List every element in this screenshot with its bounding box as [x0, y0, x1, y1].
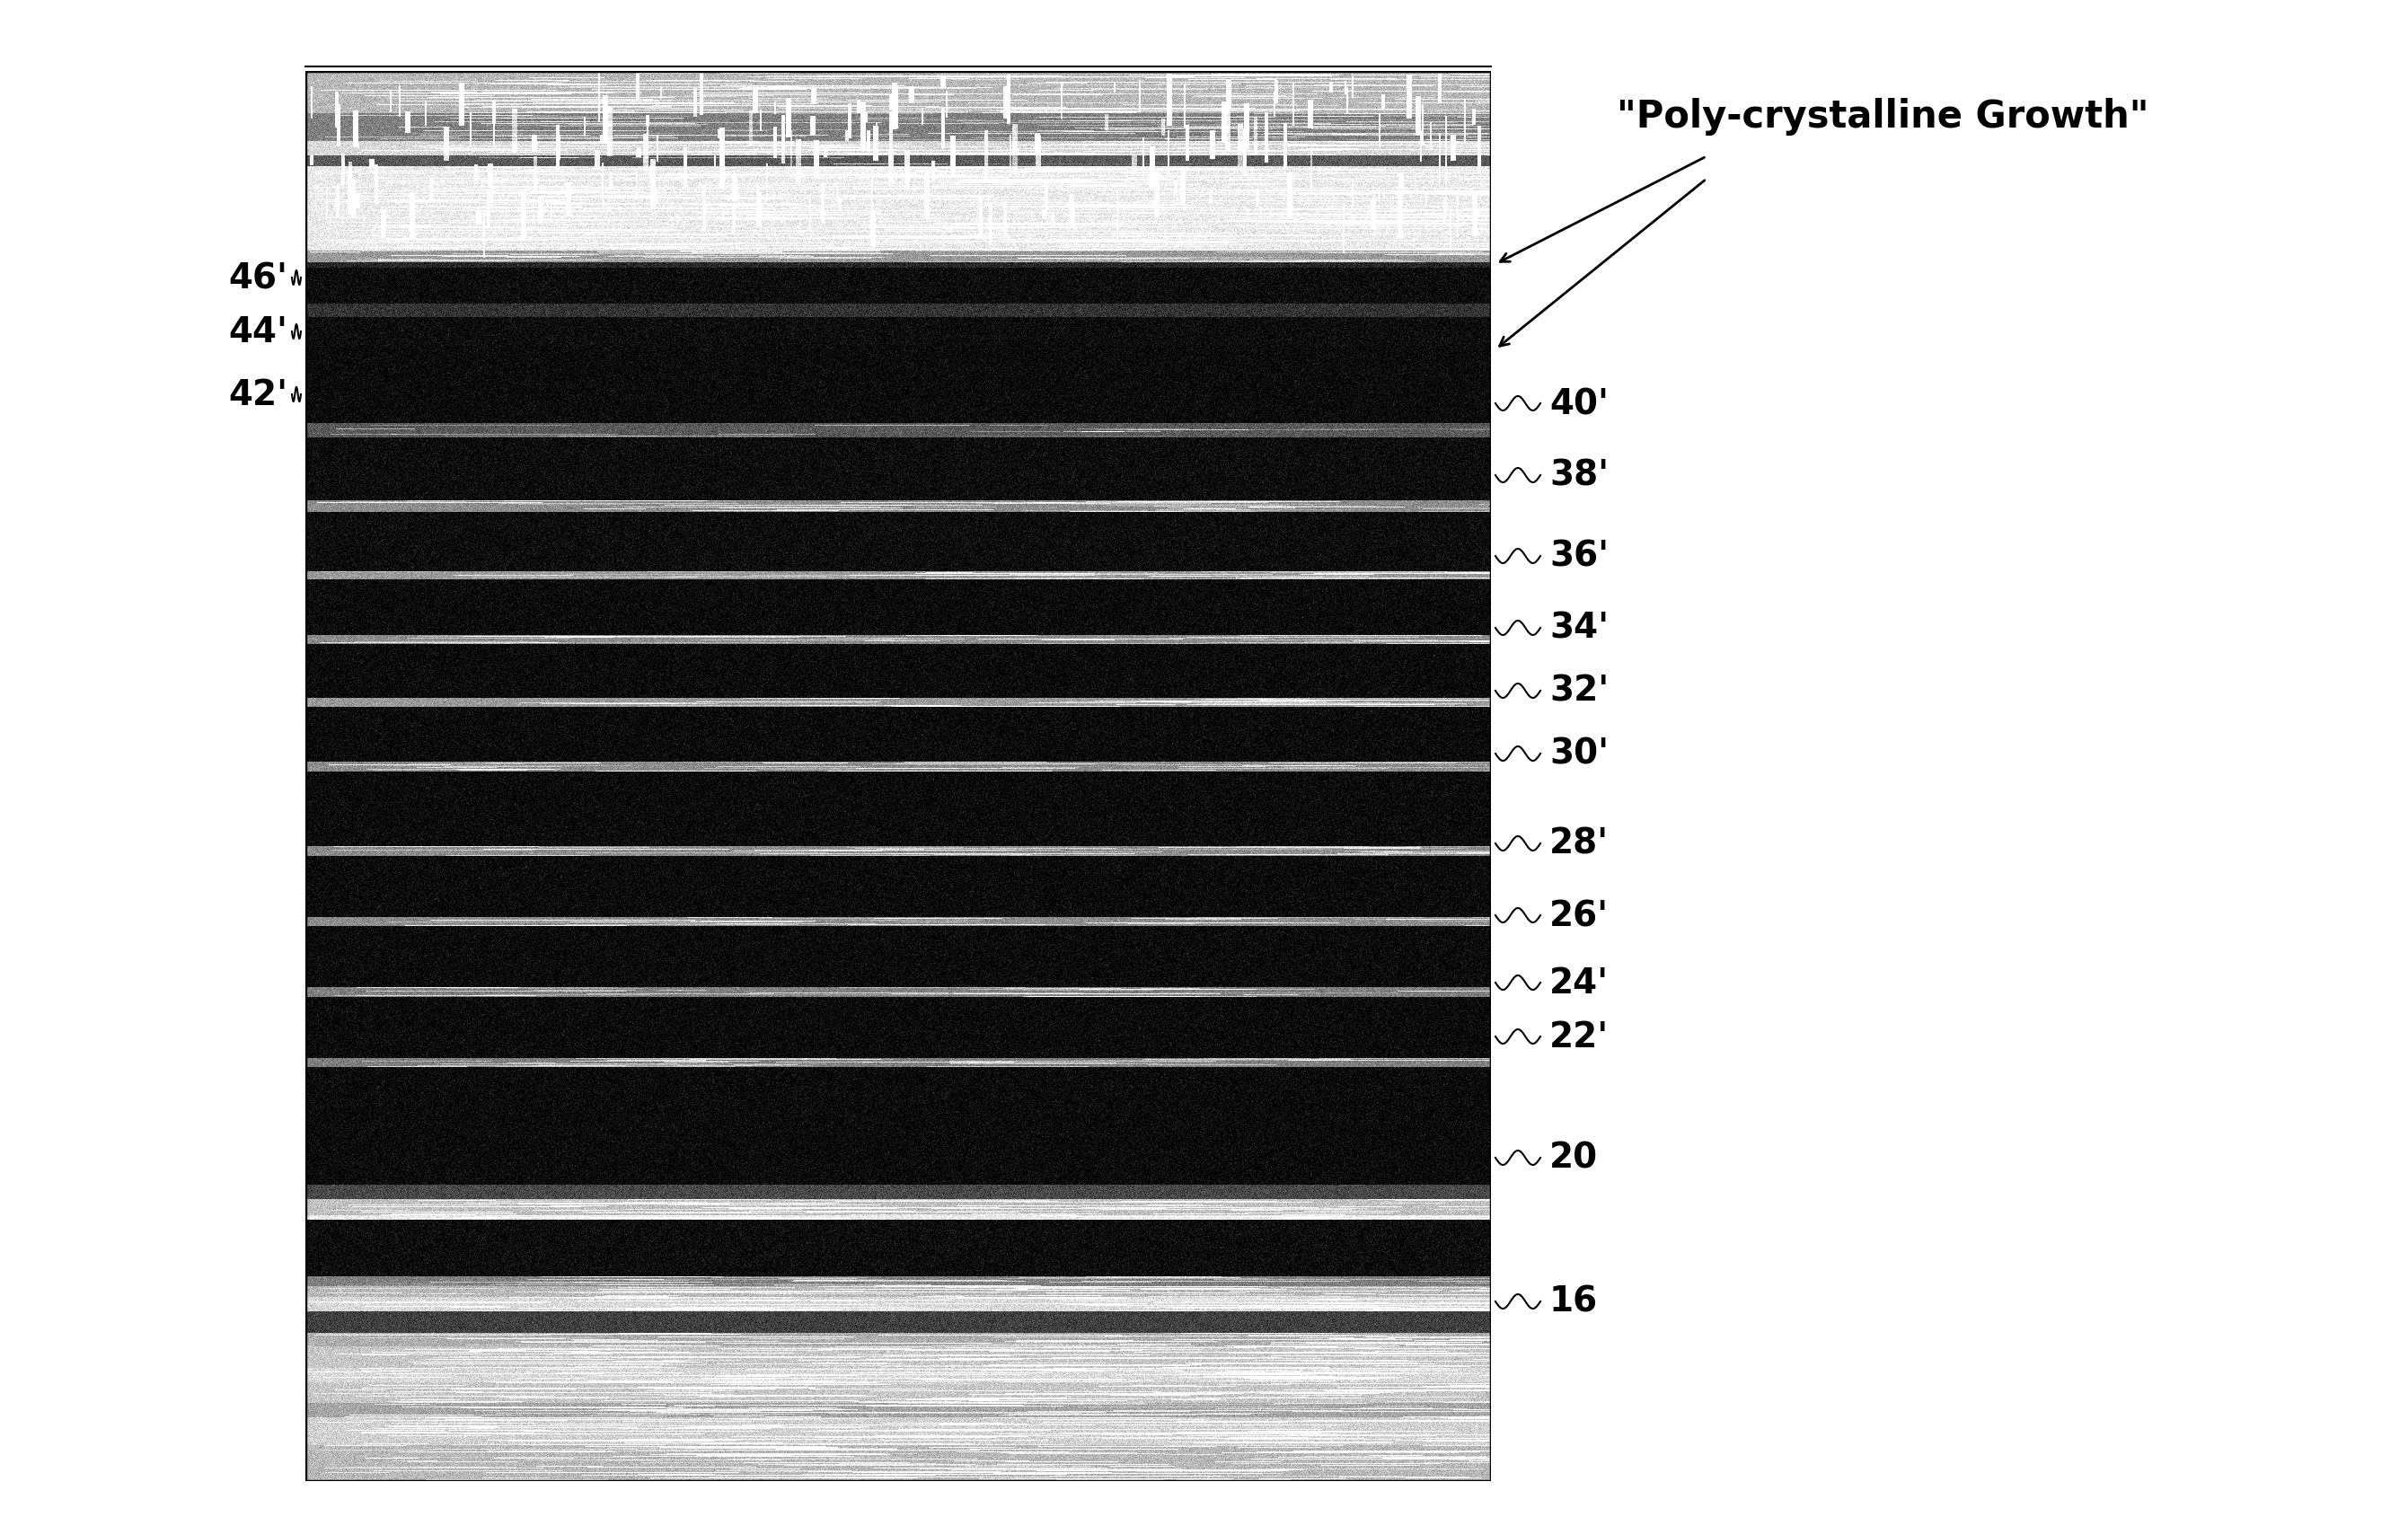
Text: 36': 36': [1548, 540, 1609, 573]
Text: 34': 34': [1548, 611, 1609, 645]
Text: 20: 20: [1548, 1141, 1599, 1176]
Text: "Poly-crystalline Growth": "Poly-crystalline Growth": [1616, 97, 2148, 135]
Text: 26': 26': [1548, 898, 1609, 933]
Bar: [306, 71, 1491, 1481]
Text: 24': 24': [1548, 966, 1609, 1000]
Text: 22': 22': [1548, 1019, 1609, 1054]
Text: 40': 40': [1548, 387, 1609, 422]
Text: 32': 32': [1548, 674, 1609, 708]
Text: 42': 42': [229, 378, 287, 413]
Text: 16: 16: [1548, 1285, 1599, 1318]
Text: 30': 30': [1548, 737, 1609, 771]
Text: 28': 28': [1548, 827, 1609, 860]
Text: 44': 44': [229, 316, 287, 349]
Text: 38': 38': [1548, 458, 1609, 493]
Text: 46': 46': [229, 261, 287, 296]
